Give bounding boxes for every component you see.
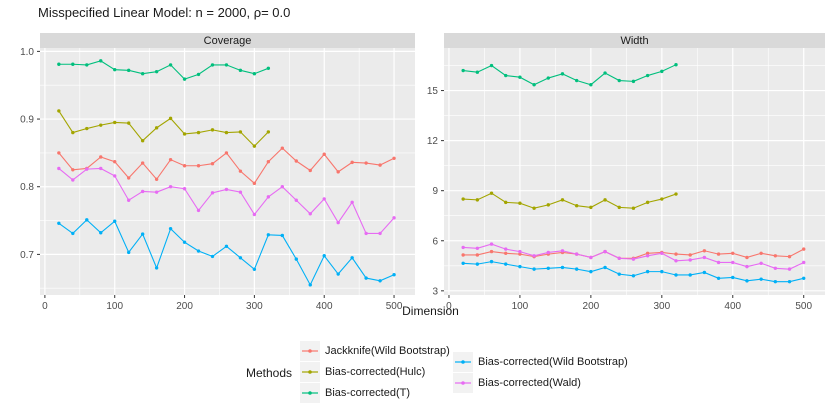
svg-text:15: 15 <box>427 86 439 97</box>
legend-title: Methods <box>246 365 293 380</box>
svg-text:0.9: 0.9 <box>20 115 34 126</box>
width-panel: 0 100 200 300 400 500 3 6 9 12 15 <box>427 48 825 310</box>
facet-strip-width: Width <box>444 33 825 48</box>
facet-strip-width-label: Width <box>620 34 649 47</box>
svg-text:3: 3 <box>432 286 438 297</box>
legend-column-2: Bias-corrected(Wild Bootstrap) Bias-corr… <box>453 351 628 394</box>
legend-key-line-icon <box>300 362 321 382</box>
svg-text:12: 12 <box>427 136 439 147</box>
svg-text:500: 500 <box>795 301 812 310</box>
legend-label: Bias-corrected(Hulc) <box>325 366 426 378</box>
legend: Methods Jackknife(Wild Bootstrap) Bias-c… <box>246 341 632 404</box>
legend-label: Bias-corrected(T) <box>325 387 410 399</box>
legend-label: Bias-corrected(Wald) <box>478 376 581 389</box>
legend-item-bias-corrected-wald: Bias-corrected(Wald) <box>453 372 628 393</box>
svg-text:1.0: 1.0 <box>20 48 34 58</box>
svg-text:0.8: 0.8 <box>20 182 34 193</box>
legend-key-line-icon <box>300 383 321 403</box>
facet-strip-coverage-label: Coverage <box>203 34 252 47</box>
svg-text:100: 100 <box>106 301 123 310</box>
svg-text:200: 200 <box>583 301 600 310</box>
legend-item-bias-corrected-hulc: Bias-corrected(Hulc) <box>300 362 449 382</box>
svg-text:6: 6 <box>432 236 438 247</box>
svg-text:100: 100 <box>512 301 529 310</box>
legend-key-line-icon <box>300 341 321 361</box>
svg-text:300: 300 <box>653 301 670 310</box>
legend-item-bias-corrected-wild-bootstrap: Bias-corrected(Wild Bootstrap) <box>453 351 628 372</box>
facet-strip-coverage: Coverage <box>40 33 415 48</box>
svg-text:400: 400 <box>724 301 741 310</box>
svg-text:0: 0 <box>446 301 452 310</box>
x-axis-title: Dimension <box>402 304 459 318</box>
svg-text:400: 400 <box>316 301 333 310</box>
svg-text:9: 9 <box>432 186 438 197</box>
plot-title: Misspecified Linear Model: n = 2000, ρ= … <box>38 5 291 20</box>
legend-item-jackknife-wild-bootstrap: Jackknife(Wild Bootstrap) <box>300 341 450 361</box>
svg-text:200: 200 <box>176 301 193 310</box>
legend-column-1: Jackknife(Wild Bootstrap) Bias-corrected… <box>300 341 450 404</box>
svg-text:0: 0 <box>42 301 48 310</box>
legend-label: Jackknife(Wild Bootstrap) <box>325 345 450 357</box>
coverage-panel: 0 100 200 300 400 500 0.7 0.8 0.9 1.0 <box>20 48 415 310</box>
svg-text:500: 500 <box>386 301 403 310</box>
legend-label: Bias-corrected(Wild Bootstrap) <box>478 355 628 368</box>
svg-text:300: 300 <box>246 301 263 310</box>
legend-key-line-icon <box>453 351 474 372</box>
svg-text:0.7: 0.7 <box>20 250 34 261</box>
legend-key-line-icon <box>453 372 474 393</box>
legend-item-bias-corrected-t: Bias-corrected(T) <box>300 383 449 403</box>
